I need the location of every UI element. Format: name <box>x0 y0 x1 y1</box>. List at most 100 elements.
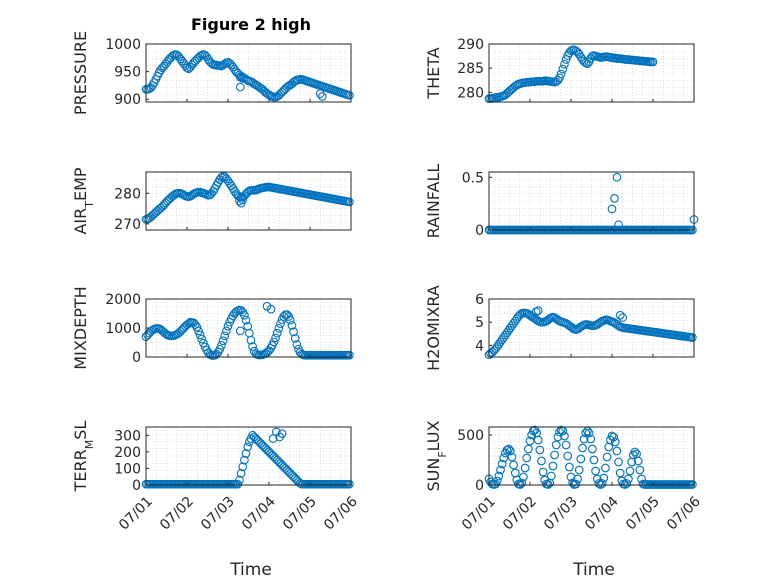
data-point <box>615 468 625 478</box>
data-point <box>222 326 231 336</box>
y-axis-label: SUNFLUX <box>424 420 449 491</box>
data-point <box>497 459 507 469</box>
data-point <box>579 434 589 444</box>
y-tick-label: 280 <box>114 186 141 202</box>
subplot-h2omixra: 4 5 6 H2OMIXRA <box>424 285 697 371</box>
data-point <box>345 479 354 489</box>
data-point <box>610 194 619 203</box>
axes-frame <box>488 298 695 358</box>
x-axis-label-right: Time <box>572 560 615 580</box>
subplot-air-temp: 270 280 AIRTEMP <box>71 167 354 235</box>
data-point <box>243 442 253 452</box>
data-point <box>560 59 569 69</box>
y-axis-label: RAINFALL <box>424 164 443 239</box>
data-point <box>578 443 587 453</box>
data-point <box>345 197 354 207</box>
subplot-rainfall: 0 0.5 RAINFALL <box>424 164 699 239</box>
y-axis-label: PRESSURE <box>71 31 90 115</box>
data-point <box>602 452 612 462</box>
axes-frame <box>145 426 352 486</box>
data-point <box>531 307 541 317</box>
data-point <box>635 465 645 475</box>
y-tick-label: 1000 <box>105 321 141 337</box>
data-point <box>522 453 532 463</box>
x-tick-label: 07/01 <box>116 494 156 534</box>
data-point <box>591 466 600 476</box>
data-point <box>509 460 518 470</box>
data-point <box>537 456 546 466</box>
y-axis-label: AIRTEMP <box>71 167 96 234</box>
data-point <box>538 467 548 477</box>
data-point <box>599 473 609 483</box>
x-tick-label: 07/05 <box>623 494 663 534</box>
data-point <box>550 450 559 460</box>
data-point <box>499 453 509 463</box>
data-point <box>236 469 246 478</box>
data-point <box>315 89 325 99</box>
data-point <box>556 69 566 79</box>
data-point <box>589 455 599 465</box>
data-point <box>496 465 505 475</box>
data-point <box>194 326 203 336</box>
subplot-sun-flux: 0 500 07/01 07/02 07/03 07/04 07/05 07/06 SUNFLU… <box>424 420 704 533</box>
y-tick-label: 280 <box>457 85 484 101</box>
y-tick-label: 285 <box>457 61 484 77</box>
data-point <box>345 350 354 360</box>
data-point <box>185 317 195 327</box>
x-tick-label: 07/05 <box>280 494 320 534</box>
data-point <box>561 55 571 64</box>
data-point <box>555 73 564 83</box>
data-point <box>563 451 573 461</box>
data-point <box>633 456 643 466</box>
data-point <box>525 436 535 446</box>
data-point <box>586 434 596 444</box>
data-point <box>235 82 245 92</box>
data-point <box>269 337 279 347</box>
data-point <box>688 333 697 342</box>
data-point <box>576 454 586 464</box>
data-point <box>272 328 282 338</box>
data-point <box>238 73 247 83</box>
subplot-pressure: 900 950 1000 PRESSURE <box>71 31 354 115</box>
axes-frame <box>488 171 695 231</box>
data-point <box>625 466 635 476</box>
data-point <box>287 321 297 330</box>
data-point <box>520 463 530 473</box>
x-tick-label: 07/04 <box>239 494 279 534</box>
figure-title: Figure 2 high <box>191 15 311 34</box>
data-point <box>587 444 597 454</box>
data-point <box>289 327 298 337</box>
data-point <box>612 172 622 182</box>
data-point <box>240 455 249 465</box>
data-point <box>610 437 620 447</box>
y-axis-label: H2OMIXRA <box>424 285 443 371</box>
y-tick-label: 100 <box>114 461 141 477</box>
data-point <box>290 334 300 343</box>
data-point <box>285 315 295 325</box>
data-point <box>248 342 257 351</box>
y-tick-label: 500 <box>457 428 484 444</box>
data-point <box>548 461 558 471</box>
y-tick-label: 0 <box>132 478 141 494</box>
data-point <box>551 440 561 450</box>
y-axis-label: THETA <box>424 47 443 99</box>
data-point <box>241 449 251 458</box>
y-tick-label: 200 <box>114 445 141 461</box>
axes-frame <box>488 43 695 103</box>
data-point <box>558 64 568 74</box>
data-point <box>345 91 354 100</box>
data-point <box>517 478 527 488</box>
data-point <box>624 474 633 484</box>
data-point <box>220 331 230 341</box>
data-point <box>519 472 528 482</box>
data-point <box>566 472 576 482</box>
data-point <box>235 72 245 82</box>
data-point <box>630 447 640 457</box>
data-point <box>271 333 280 343</box>
data-point <box>560 431 569 441</box>
data-point <box>533 306 543 315</box>
y-tick-label: 2000 <box>105 292 141 308</box>
data-point <box>533 435 543 445</box>
data-point <box>240 310 249 320</box>
